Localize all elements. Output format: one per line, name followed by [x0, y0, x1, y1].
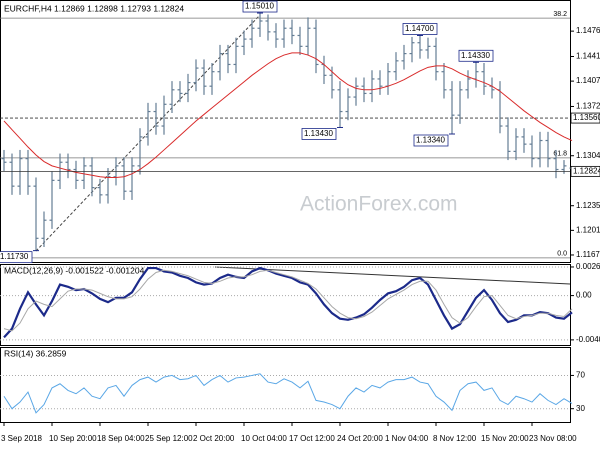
y-tick-label: 1.12350	[576, 201, 600, 210]
macd-panel	[0, 264, 571, 346]
indicator-line	[3, 52, 573, 178]
annotation-box	[458, 49, 494, 62]
y-tick-label: -0.004024	[576, 335, 600, 344]
x-tick-label: 18 Sep 04:00	[97, 434, 145, 443]
y-tick-label: 30	[576, 404, 585, 413]
watermark: ActionForex.com	[300, 193, 458, 216]
x-tick-label: 3 Sep 2018	[1, 434, 42, 443]
annotation-box	[0, 251, 33, 264]
x-tick-label: 25 Sep 12:00	[145, 434, 193, 443]
y-tick-label: 1.14760	[576, 26, 600, 35]
level-label-box	[570, 112, 600, 124]
annotation-label: 1.11730	[0, 252, 29, 261]
annotation-label: 1.14700	[405, 24, 434, 33]
x-tick-label: 23 Nov 08:00	[529, 434, 577, 443]
indicator-line	[3, 373, 573, 414]
rsi-header: RSI(14) 36.2859	[4, 348, 67, 358]
x-tick-label: 10 Sep 20:00	[49, 434, 97, 443]
y-tick-label: 1.13040	[576, 151, 600, 160]
x-tick-label: 17 Oct 12:00	[289, 434, 335, 443]
x-tick-label: 2 Oct 20:00	[193, 434, 235, 443]
annotation-label: 1.13430	[304, 129, 333, 138]
annotation-box	[301, 128, 337, 140]
fib-label: 0.0	[557, 251, 567, 258]
annotation-label: 1.13340	[416, 136, 445, 145]
x-tick-label: 15 Nov 20:00	[481, 434, 529, 443]
price-header: EURCHF,H4 1.12869 1.12898 1.12793 1.1282…	[4, 3, 184, 13]
price-panel	[0, 0, 571, 263]
fib-label: 38.2	[553, 11, 567, 18]
rsi-panel	[0, 347, 571, 423]
annotation-box	[413, 134, 449, 147]
level-label: 1.13560	[573, 113, 600, 122]
y-tick-label: 1.12010	[576, 225, 600, 234]
x-tick-label: 8 Nov 12:00	[433, 434, 477, 443]
annotation-box	[242, 0, 278, 13]
x-tick-label: 10 Oct 04:00	[241, 434, 287, 443]
y-tick-label: 1.13720	[576, 102, 600, 111]
y-tick-label: 1.11670	[576, 250, 600, 259]
annotation-label: 1.14330	[461, 51, 490, 60]
macd-trend-line	[214, 266, 571, 285]
fib-label: 61.8	[553, 151, 567, 158]
y-tick-label: 0.00	[576, 291, 592, 300]
indicator-line	[3, 269, 573, 332]
y-tick-label: 70	[576, 371, 585, 380]
y-tick-label: 1.14070	[576, 76, 600, 85]
y-tick-label: 0.002601	[576, 262, 600, 271]
level-label: 1.12824	[573, 166, 600, 175]
x-tick-label: 24 Oct 20:00	[337, 434, 383, 443]
macd-header: MACD(12,26,9) -0.001522 -0.001204	[4, 265, 145, 275]
annotation-label: 1.15010	[245, 2, 274, 11]
x-tick-label: 1 Nov 04:00	[385, 434, 429, 443]
y-tick-label: 1.14410	[576, 52, 600, 61]
level-label-box	[570, 165, 600, 177]
indicator-line	[3, 266, 573, 339]
annotation-box	[402, 23, 438, 35]
